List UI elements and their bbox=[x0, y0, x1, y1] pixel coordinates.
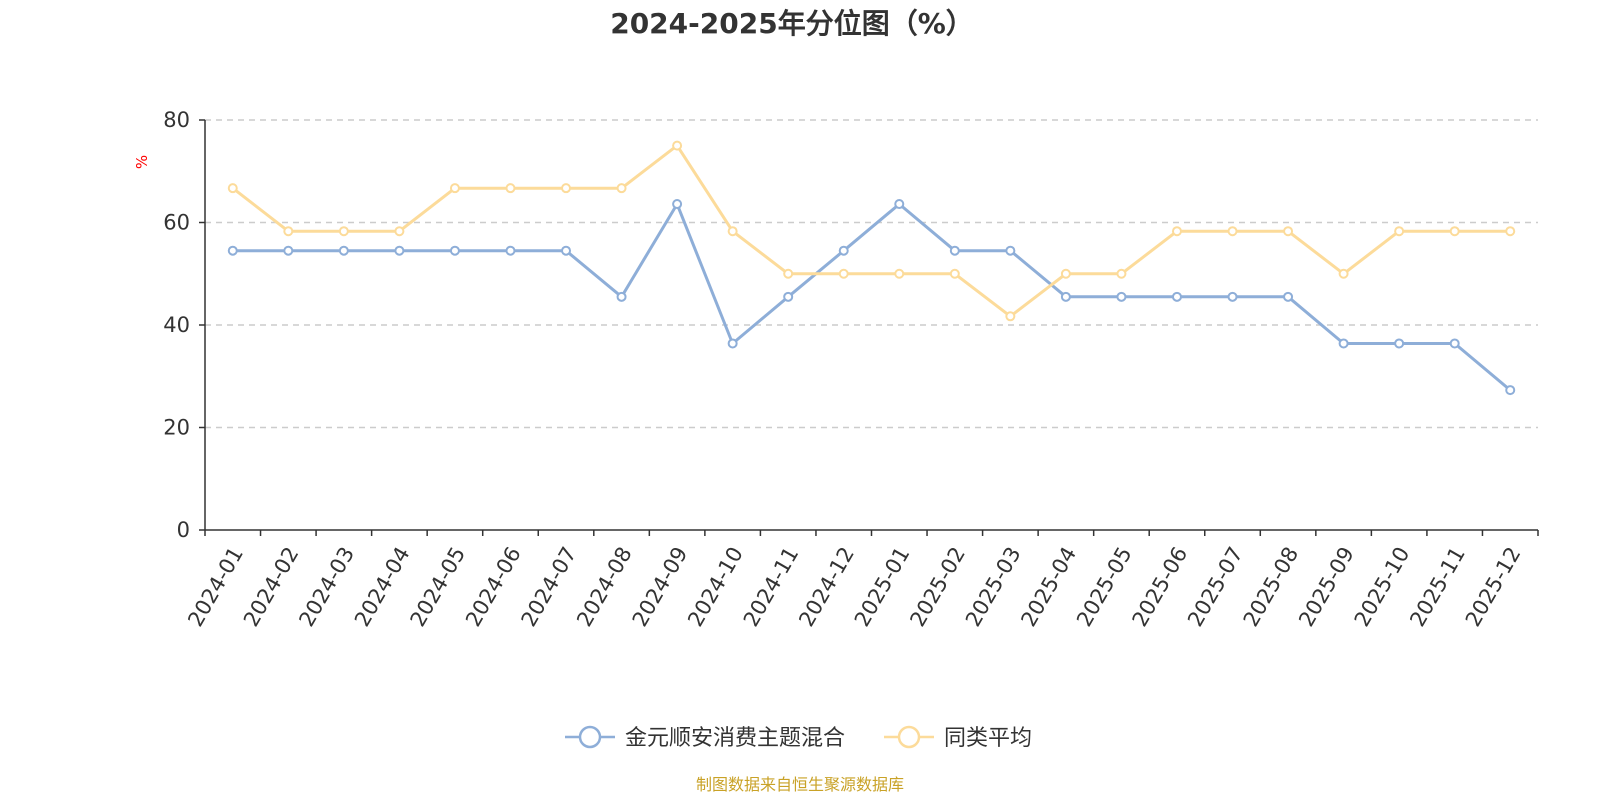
x-tick-label: 2024-12 bbox=[794, 543, 859, 631]
series-0-point bbox=[616, 291, 627, 302]
series-1-point bbox=[561, 183, 572, 194]
series-0-point bbox=[1005, 245, 1016, 256]
series-0-point bbox=[949, 245, 960, 256]
x-tick-label: 2025-08 bbox=[1239, 543, 1304, 631]
series-0-point bbox=[1116, 291, 1127, 302]
legend: 金元顺安消费主题混合 同类平均 bbox=[565, 725, 1032, 751]
series-1-point bbox=[1116, 268, 1127, 279]
x-tick-label: 2024-02 bbox=[239, 543, 304, 631]
series-1-point bbox=[1338, 268, 1349, 279]
series-0-point bbox=[1449, 338, 1460, 349]
y-tick-label: 40 bbox=[163, 313, 190, 337]
x-tick-label: 2025-04 bbox=[1016, 543, 1081, 631]
x-tick-label: 2024-04 bbox=[350, 543, 415, 631]
x-tick-label: 2025-03 bbox=[961, 543, 1026, 631]
x-tick-label: 2024-09 bbox=[628, 543, 693, 631]
x-tick-label: 2025-10 bbox=[1350, 543, 1415, 631]
x-tick-label: 2024-01 bbox=[183, 543, 248, 631]
series-0-point bbox=[561, 245, 572, 256]
grid-lines bbox=[205, 119, 1538, 429]
series-1-point bbox=[1060, 268, 1071, 279]
y-tick-label: 0 bbox=[177, 518, 190, 542]
x-tick-label: 2025-01 bbox=[850, 543, 915, 631]
x-tick-label: 2025-05 bbox=[1072, 543, 1137, 631]
legend-label-0: 金元顺安消费主题混合 bbox=[625, 726, 845, 751]
series-1-point bbox=[1394, 226, 1405, 237]
series-0-point bbox=[727, 338, 738, 349]
series-1-point bbox=[1227, 226, 1238, 237]
x-tick-label: 2024-08 bbox=[572, 543, 637, 631]
x-tick-label: 2024-07 bbox=[517, 543, 582, 631]
series-1-point bbox=[1505, 226, 1516, 237]
legend-marker-1 bbox=[897, 725, 921, 749]
data-source-note: 制图数据来自恒生聚源数据库 bbox=[696, 775, 904, 794]
series-line-1 bbox=[231, 144, 1511, 318]
series-1-point bbox=[505, 183, 516, 194]
series-0-point bbox=[1227, 291, 1238, 302]
series-0-point bbox=[1505, 385, 1516, 396]
x-tick-label: 2025-06 bbox=[1128, 543, 1193, 631]
series-0-point bbox=[672, 199, 683, 210]
series-1-point bbox=[1171, 226, 1182, 237]
x-tick-label: 2024-11 bbox=[739, 543, 804, 631]
y-axis-unit-label: % bbox=[133, 155, 151, 169]
y-tick-label: 60 bbox=[163, 211, 190, 235]
series-1-point bbox=[283, 226, 294, 237]
series-1-point bbox=[394, 226, 405, 237]
series-1-point bbox=[1449, 226, 1460, 237]
x-tick-label: 2025-07 bbox=[1183, 543, 1248, 631]
series-0-point bbox=[505, 245, 516, 256]
legend-label-1: 同类平均 bbox=[944, 726, 1032, 751]
series-1-point bbox=[1283, 226, 1294, 237]
series-1-point bbox=[783, 268, 794, 279]
x-tick-label: 2024-03 bbox=[294, 543, 359, 631]
x-tick-label: 2024-05 bbox=[406, 543, 471, 631]
series-line-0 bbox=[232, 202, 1512, 392]
x-tick-label: 2024-10 bbox=[683, 543, 748, 631]
x-tick-label: 2025-11 bbox=[1405, 543, 1470, 631]
series-1-point bbox=[949, 268, 960, 279]
series-0-point bbox=[1171, 291, 1182, 302]
series-1-point bbox=[727, 226, 738, 237]
x-tick-label: 2025-12 bbox=[1461, 543, 1526, 631]
x-tick-label: 2025-02 bbox=[905, 543, 970, 631]
series-0-point bbox=[283, 245, 294, 256]
series-0-point bbox=[227, 245, 238, 256]
series-1-point bbox=[1005, 311, 1016, 322]
x-tick-label: 2024-06 bbox=[461, 543, 526, 631]
series-1-point bbox=[894, 268, 905, 279]
series-0-point bbox=[894, 199, 905, 210]
series-0-point bbox=[1394, 338, 1405, 349]
series-0-point bbox=[449, 245, 460, 256]
series-0-point bbox=[338, 245, 349, 256]
series-0-point bbox=[394, 245, 405, 256]
series-0-point bbox=[1060, 291, 1071, 302]
series-0-point bbox=[783, 291, 794, 302]
series-1-point bbox=[672, 140, 683, 151]
series-1-point bbox=[616, 183, 627, 194]
series-1-point bbox=[449, 183, 460, 194]
axes: 0204060802024-012024-022024-032024-04202… bbox=[163, 108, 1539, 631]
series-1-point bbox=[227, 183, 238, 194]
series-1-point bbox=[838, 268, 849, 279]
x-tick-label: 2025-09 bbox=[1294, 543, 1359, 631]
legend-marker-0 bbox=[578, 725, 602, 749]
y-tick-label: 20 bbox=[163, 416, 190, 440]
series-lines bbox=[227, 140, 1516, 396]
series-0-point bbox=[1338, 338, 1349, 349]
series-1-point bbox=[338, 226, 349, 237]
y-tick-label: 80 bbox=[163, 108, 190, 132]
series-0-point bbox=[1283, 291, 1294, 302]
chart-title: 2024-2025年分位图（%） bbox=[610, 7, 974, 40]
series-0-point bbox=[838, 245, 849, 256]
